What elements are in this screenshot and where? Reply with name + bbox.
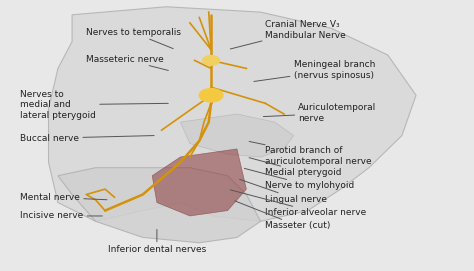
Circle shape	[199, 89, 223, 102]
Text: Parotid branch of
auriculotemporal nerve: Parotid branch of auriculotemporal nerve	[249, 141, 372, 166]
Circle shape	[202, 56, 219, 65]
Text: Masseteric nerve: Masseteric nerve	[86, 55, 168, 70]
Polygon shape	[152, 149, 246, 216]
Text: Lingual nerve: Lingual nerve	[240, 179, 327, 204]
Polygon shape	[181, 114, 293, 157]
Text: Inferior dental nerves: Inferior dental nerves	[108, 230, 206, 254]
Text: Buccal nerve: Buccal nerve	[20, 134, 154, 143]
Text: Cranial Nerve V₃
Mandibular Nerve: Cranial Nerve V₃ Mandibular Nerve	[230, 20, 346, 49]
Text: Nerves to
medial and
lateral pterygoid: Nerves to medial and lateral pterygoid	[20, 90, 168, 120]
Text: Nerves to temporalis: Nerves to temporalis	[86, 28, 181, 49]
Polygon shape	[58, 168, 261, 243]
Text: Medial pterygoid: Medial pterygoid	[249, 158, 342, 177]
Text: Meningeal branch
(nervus spinosus): Meningeal branch (nervus spinosus)	[254, 60, 375, 82]
Text: Mental nerve: Mental nerve	[20, 193, 107, 202]
Polygon shape	[48, 7, 416, 221]
Text: Auriculotemporal
nerve: Auriculotemporal nerve	[264, 103, 376, 123]
Text: Incisive nerve: Incisive nerve	[20, 211, 102, 221]
Text: Inferior alveolar nerve: Inferior alveolar nerve	[230, 190, 366, 217]
Text: Masseter (cut): Masseter (cut)	[235, 201, 331, 230]
Text: Nerve to mylohyoid: Nerve to mylohyoid	[245, 168, 355, 190]
